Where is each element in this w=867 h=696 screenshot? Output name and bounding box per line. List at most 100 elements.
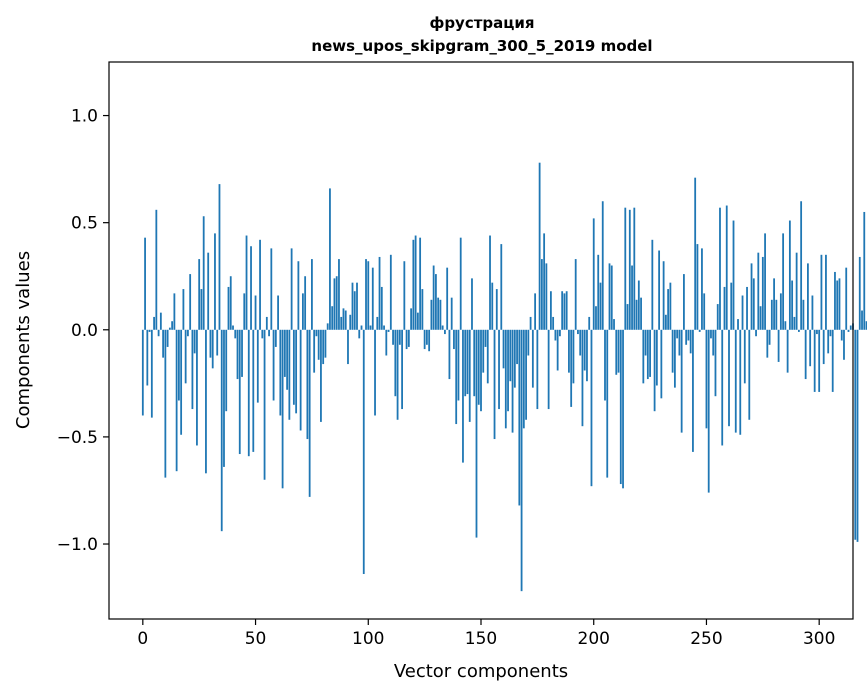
- bar-168: [520, 329, 523, 592]
- bar-210: [615, 329, 618, 375]
- bar-33: [216, 329, 219, 356]
- x-tick-label: 250: [690, 629, 722, 649]
- bar-275: [761, 256, 764, 330]
- bar-60: [277, 295, 279, 330]
- bar-290: [795, 252, 798, 330]
- bar-3: [148, 329, 151, 332]
- bar-35: [220, 329, 223, 532]
- bar-138: [453, 329, 455, 350]
- bar-85: [333, 278, 336, 330]
- bar-193: [577, 329, 579, 335]
- bar-67: [292, 329, 295, 405]
- bar-29: [207, 252, 210, 330]
- bar-86: [335, 276, 338, 330]
- bar-224: [646, 329, 649, 380]
- bar-42: [236, 329, 239, 380]
- bar-267: [743, 329, 746, 384]
- bar-134: [444, 329, 446, 335]
- bar-93: [351, 282, 354, 330]
- bar-56: [268, 329, 270, 337]
- bar-118: [407, 329, 410, 347]
- bar-257: [721, 329, 724, 446]
- bar-27: [202, 216, 205, 330]
- bar-54: [263, 329, 266, 480]
- bar-113: [396, 329, 399, 420]
- bar-164: [511, 329, 514, 433]
- bar-96: [358, 329, 361, 339]
- bar-63: [283, 329, 286, 377]
- bar-182: [552, 316, 555, 330]
- bar-307: [834, 271, 836, 330]
- bar-285: [784, 321, 787, 330]
- bar-154: [489, 235, 491, 330]
- bar-317: [856, 329, 859, 542]
- bar-112: [394, 329, 397, 397]
- bar-45: [243, 293, 246, 330]
- bar-306: [831, 329, 834, 392]
- bar-128: [430, 299, 433, 330]
- bar-70: [299, 329, 302, 431]
- bar-305: [829, 329, 832, 337]
- bar-221: [640, 297, 642, 330]
- bar-191: [572, 329, 575, 384]
- bar-68: [295, 329, 298, 414]
- bar-211: [617, 329, 620, 373]
- bar-155: [491, 282, 494, 330]
- bar-125: [423, 329, 426, 350]
- bar-239: [680, 329, 683, 433]
- bar-40: [232, 325, 234, 330]
- bar-262: [732, 220, 735, 330]
- bar-248: [701, 248, 703, 330]
- bar-278: [768, 329, 771, 345]
- bar-160: [502, 329, 505, 369]
- bar-49: [252, 329, 255, 452]
- bar-41: [234, 329, 237, 339]
- bar-66: [290, 248, 293, 330]
- bar-58: [272, 329, 275, 401]
- x-tick-label: 0: [137, 629, 148, 649]
- bar-34: [218, 184, 221, 330]
- bar-227: [653, 329, 656, 412]
- bar-98: [362, 329, 365, 575]
- bar-25: [198, 259, 201, 330]
- bar-276: [764, 233, 766, 330]
- bar-156: [493, 329, 496, 440]
- bar-294: [804, 329, 807, 380]
- bar-1: [144, 237, 146, 330]
- bar-21: [189, 274, 192, 330]
- bar-series: [141, 162, 867, 592]
- bar-169: [522, 329, 525, 429]
- bar-284: [782, 233, 785, 330]
- bar-97: [360, 325, 363, 330]
- bar-259: [725, 205, 728, 330]
- bar-6: [155, 209, 158, 330]
- bar-303: [825, 254, 827, 330]
- bar-141: [459, 237, 462, 330]
- bar-314: [849, 325, 852, 330]
- bar-90: [344, 310, 347, 330]
- bar-2: [146, 329, 149, 386]
- bar-13: [171, 321, 174, 330]
- bar-231: [662, 261, 665, 330]
- bar-95: [356, 282, 358, 330]
- bar-26: [200, 289, 203, 330]
- x-tick-label: 200: [578, 629, 610, 649]
- bar-212: [619, 329, 622, 485]
- bar-144: [466, 329, 469, 395]
- bar-71: [301, 293, 304, 330]
- bar-50: [254, 295, 257, 330]
- bar-204: [601, 201, 604, 330]
- bar-296: [809, 329, 812, 367]
- bar-311: [843, 329, 845, 360]
- bar-318: [858, 256, 861, 330]
- bar-88: [340, 316, 343, 330]
- bar-165: [513, 329, 516, 388]
- bar-238: [678, 329, 681, 356]
- bar-201: [595, 306, 597, 330]
- bar-183: [554, 329, 557, 341]
- bar-167: [518, 329, 521, 506]
- bar-245: [694, 177, 697, 330]
- bar-181: [549, 291, 552, 330]
- plot-frame: [108, 61, 854, 620]
